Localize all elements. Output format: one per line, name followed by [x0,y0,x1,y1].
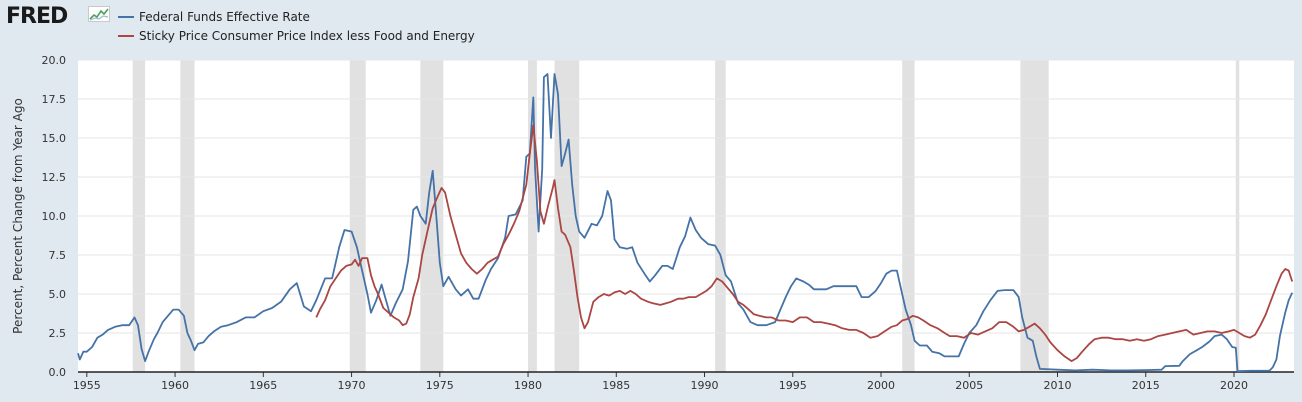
fred-logo[interactable]: FRED [6,4,68,29]
legend-item-fed-funds[interactable]: Federal Funds Effective Rate [118,7,475,26]
y-axis-label: Percent, Percent Change from Year Ago [11,98,25,334]
x-tick-label: 1985 [602,379,630,392]
legend-label: Federal Funds Effective Rate [139,9,310,24]
x-tick-label: 1975 [426,379,454,392]
legend-label: Sticky Price Consumer Price Index less F… [139,28,475,43]
y-tick-label: 2.5 [49,327,67,340]
x-tick-label: 1955 [73,379,101,392]
x-tick-label: 1965 [249,379,277,392]
x-tick-label: 1980 [514,379,542,392]
chart-header: FRED Federal Funds Effective Rate Sticky… [0,0,1302,56]
line-chart-icon [88,6,110,22]
x-tick-label: 1960 [161,379,189,392]
y-tick-label: 5.0 [49,288,67,301]
x-tick-label: 2020 [1220,379,1248,392]
y-tick-label: 10.0 [42,210,67,223]
x-tick-label: 1970 [338,379,366,392]
y-tick-label: 12.5 [42,171,67,184]
legend-swatch [118,15,134,18]
y-tick-label: 15.0 [42,132,67,145]
y-tick-label: 20.0 [42,54,67,67]
legend-swatch [118,34,134,37]
series-line-0 [77,73,1294,373]
series-line-1 [315,124,1294,362]
x-tick-label: 1995 [779,379,807,392]
x-tick-label: 2000 [867,379,895,392]
x-tick-label: 2015 [1132,379,1160,392]
legend-item-sticky-cpi[interactable]: Sticky Price Consumer Price Index less F… [118,26,475,45]
chart-legend: Federal Funds Effective Rate Sticky Pric… [118,7,475,45]
y-tick-label: 7.5 [49,249,67,262]
x-tick-label: 2010 [1044,379,1072,392]
x-tick-label: 1990 [691,379,719,392]
x-tick-label: 2005 [955,379,983,392]
y-tick-label: 17.5 [42,93,67,106]
y-tick-label: 0.0 [49,366,67,379]
